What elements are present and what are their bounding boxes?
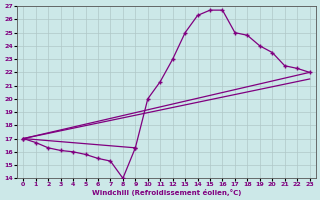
X-axis label: Windchill (Refroidissement éolien,°C): Windchill (Refroidissement éolien,°C) <box>92 189 241 196</box>
